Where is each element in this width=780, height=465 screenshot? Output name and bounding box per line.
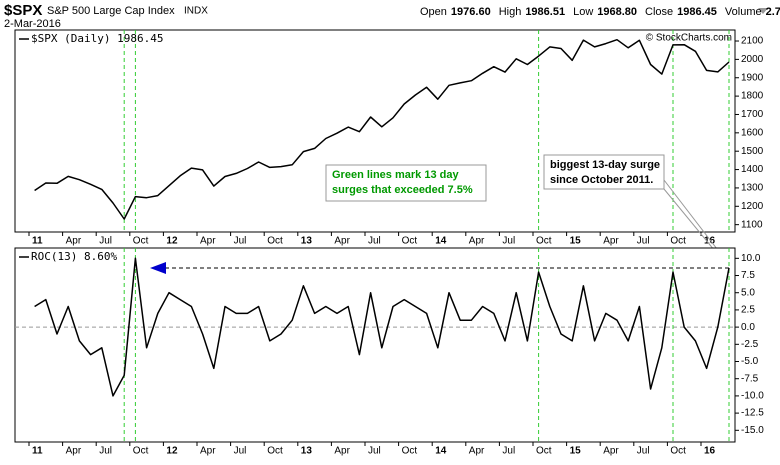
x-tick-label: Jul bbox=[234, 236, 247, 247]
x-tick-label: 14 bbox=[435, 236, 447, 247]
y-tick-label: -15.0 bbox=[741, 425, 764, 436]
quote-label: Close bbox=[645, 6, 673, 18]
x-tick-label: Jul bbox=[637, 236, 650, 247]
x-tick-label: Apr bbox=[469, 446, 485, 457]
x-tick-label: Jul bbox=[368, 236, 381, 247]
quote-value: 2.7B bbox=[766, 6, 780, 18]
x-tick-label: Oct bbox=[670, 446, 686, 457]
x-tick-label: Oct bbox=[133, 446, 149, 457]
x-tick-label: Jul bbox=[637, 446, 650, 457]
panel bbox=[14, 29, 736, 233]
x-tick-label: Jul bbox=[368, 446, 381, 457]
panel bbox=[14, 247, 736, 443]
x-tick-label: 13 bbox=[301, 236, 313, 247]
y-tick-label: 1700 bbox=[741, 109, 764, 120]
x-tick-label: 13 bbox=[301, 446, 313, 457]
x-tick-label: Oct bbox=[536, 236, 552, 247]
symbol: $SPX bbox=[4, 2, 42, 19]
index-name: S&P 500 Large Cap Index bbox=[47, 5, 175, 17]
y-tick-label: 0.0 bbox=[741, 322, 755, 333]
x-tick-label: Jul bbox=[502, 236, 515, 247]
x-tick-label: Apr bbox=[200, 446, 216, 457]
y-tick-label: 1900 bbox=[741, 72, 764, 83]
x-tick-label: Apr bbox=[603, 236, 619, 247]
y-tick-label: 5.0 bbox=[741, 287, 755, 298]
copyright: © StockCharts.com bbox=[646, 33, 732, 44]
y-tick-label: 1800 bbox=[741, 91, 764, 102]
quote-value: 1986.45 bbox=[677, 6, 717, 18]
y-tick-label: 7.5 bbox=[741, 270, 755, 281]
quote-value: 1986.51 bbox=[525, 6, 565, 18]
x-tick-label: Apr bbox=[66, 446, 82, 457]
annotation-text: surges that exceeded 7.5% bbox=[332, 184, 473, 196]
y-tick-label: 1500 bbox=[741, 146, 764, 157]
x-tick-label: Oct bbox=[402, 446, 418, 457]
x-tick-label: Apr bbox=[334, 236, 350, 247]
annotation-text: since October 2011. bbox=[550, 174, 653, 186]
y-tick-label: 1300 bbox=[741, 183, 764, 194]
y-tick-label: 10.0 bbox=[741, 253, 761, 264]
x-tick-label: Apr bbox=[334, 446, 350, 457]
quote-value: 1976.60 bbox=[451, 6, 491, 18]
y-tick-label: 1600 bbox=[741, 127, 764, 138]
x-tick-label: Oct bbox=[267, 236, 283, 247]
y-tick-label: 2100 bbox=[741, 36, 764, 47]
x-tick-label: 15 bbox=[570, 236, 582, 247]
x-tick-label: Apr bbox=[66, 236, 82, 247]
x-tick-label: Oct bbox=[133, 236, 149, 247]
legend-label: $SPX (Daily) 1986.45 bbox=[31, 32, 163, 45]
x-tick-label: 16 bbox=[704, 446, 716, 457]
x-tick-label: Oct bbox=[402, 236, 418, 247]
quote-label: Open bbox=[420, 6, 447, 18]
y-tick-label: 2000 bbox=[741, 54, 764, 65]
x-tick-label: Oct bbox=[267, 446, 283, 457]
x-tick-label: Apr bbox=[200, 236, 216, 247]
x-tick-label: Oct bbox=[670, 236, 686, 247]
annotation-box bbox=[325, 164, 487, 202]
y-tick-label: 2.5 bbox=[741, 305, 755, 316]
annotation-text: biggest 13-day surge bbox=[550, 159, 660, 171]
legend-label: ROC(13) 8.60% bbox=[31, 250, 117, 263]
y-tick-label: -7.5 bbox=[741, 373, 759, 384]
x-tick-label: 12 bbox=[166, 236, 178, 247]
exchange: INDX bbox=[184, 6, 208, 17]
y-tick-label: -12.5 bbox=[741, 408, 764, 419]
x-tick-label: 16 bbox=[704, 236, 716, 247]
x-tick-label: Jul bbox=[502, 446, 515, 457]
x-tick-label: 14 bbox=[435, 446, 447, 457]
x-tick-label: 11 bbox=[32, 446, 43, 457]
y-tick-label: 1200 bbox=[741, 201, 764, 212]
y-tick-label: -10.0 bbox=[741, 391, 764, 402]
quote-label: Volume bbox=[725, 6, 762, 18]
quote-label: Low bbox=[573, 6, 593, 18]
x-tick-label: 11 bbox=[32, 236, 43, 247]
price-line bbox=[34, 257, 730, 397]
x-tick-label: Apr bbox=[603, 446, 619, 457]
annotation-text: Green lines mark 13 day bbox=[332, 169, 459, 181]
x-tick-label: 12 bbox=[166, 446, 178, 457]
quote: Open 1976.60 High 1986.51 Low 1968.80 Close 198… bbox=[420, 6, 780, 18]
arrow-head bbox=[150, 261, 166, 274]
x-tick-label: Jul bbox=[99, 446, 112, 457]
price-line bbox=[34, 38, 730, 220]
y-tick-label: -5.0 bbox=[741, 356, 759, 367]
date: 2-Mar-2016 bbox=[4, 18, 61, 30]
y-tick-label: 1100 bbox=[741, 219, 763, 230]
x-tick-label: Oct bbox=[536, 446, 552, 457]
x-tick-label: Jul bbox=[99, 236, 112, 247]
x-tick-label: 15 bbox=[570, 446, 582, 457]
quote-value: 1968.80 bbox=[597, 6, 637, 18]
y-tick-label: 1400 bbox=[741, 164, 764, 175]
annotation-box bbox=[543, 154, 665, 190]
quote-label: High bbox=[499, 6, 522, 18]
x-tick-label: Apr bbox=[469, 236, 485, 247]
x-tick-label: Jul bbox=[234, 446, 247, 457]
menu-icon[interactable] bbox=[758, 8, 768, 14]
y-tick-label: -2.5 bbox=[741, 339, 759, 350]
